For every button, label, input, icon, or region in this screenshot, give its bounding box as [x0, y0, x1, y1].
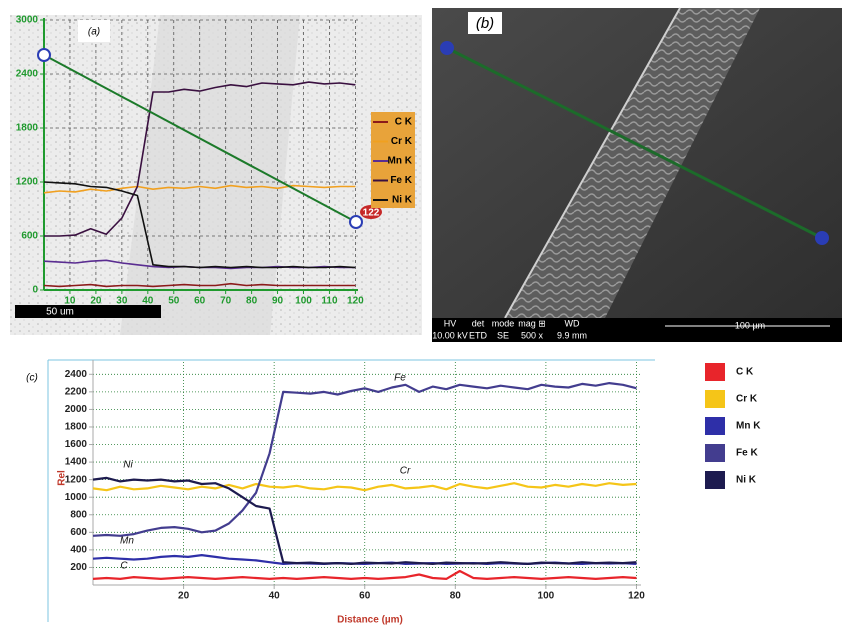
annotation: Mn — [120, 536, 134, 547]
info-header: WD — [565, 318, 580, 328]
x-tick-label: 20 — [178, 591, 190, 602]
x-tick-label: 110 — [321, 296, 338, 307]
y-tick-label: 2200 — [65, 386, 88, 397]
legend-label: Ni K — [736, 475, 757, 486]
y-tick-label: 600 — [21, 231, 38, 242]
x-axis-label: Distance (µm) — [337, 615, 403, 626]
x-tick-label: 100 — [295, 296, 312, 307]
y-tick-label: 2000 — [65, 404, 88, 415]
legend-label: Mn K — [388, 156, 413, 167]
y-tick-label: 1800 — [65, 422, 88, 433]
info-value: 10.00 kV — [432, 330, 468, 340]
info-header: det — [472, 318, 485, 328]
y-tick-label: 200 — [70, 562, 87, 573]
x-tick-label: 40 — [269, 591, 281, 602]
legend-label: Ni K — [392, 195, 413, 206]
legend-swatch — [705, 417, 725, 435]
scale-text: 100 µm — [735, 320, 765, 330]
scan-end-b — [815, 231, 829, 245]
y-tick-label: 1600 — [65, 439, 88, 450]
legend-label: Fe K — [736, 448, 758, 459]
info-header: mode — [492, 318, 515, 328]
scan-start-b — [440, 41, 454, 55]
y-tick-label: 400 — [70, 545, 87, 556]
legend-swatch — [705, 444, 725, 462]
scale-text: 50 um — [46, 307, 74, 318]
info-value: 500 x — [521, 330, 544, 340]
info-header: HV — [444, 318, 457, 328]
info-header: mag ⊞ — [518, 318, 546, 328]
annotation: Cr — [400, 466, 411, 477]
info-value: ETD — [469, 330, 488, 340]
y-tick-label: 1000 — [65, 492, 88, 503]
scale-bar — [15, 305, 161, 318]
legend-label: Cr K — [736, 394, 758, 405]
figure: (b) 100 µm HV detmodemag ⊞ WD 10.00 kVETD SE… — [0, 0, 853, 626]
legend-swatch — [705, 471, 725, 489]
x-tick-label: 60 — [194, 296, 206, 307]
y-tick-label: 600 — [70, 527, 87, 538]
panel-label: (a) — [88, 27, 100, 38]
panel-label: (c) — [26, 373, 38, 384]
x-tick-label: 40 — [142, 296, 154, 307]
x-tick-label: 120 — [628, 591, 645, 602]
annotation: Fe — [394, 373, 406, 384]
y-tick-label: 1200 — [16, 177, 39, 188]
legend-label: Cr K — [391, 136, 413, 147]
y-tick-label: 2400 — [16, 69, 39, 80]
y-tick-label: 1200 — [65, 474, 88, 485]
marker-text: 122 — [363, 208, 380, 219]
panel-label: (b) — [476, 15, 494, 32]
y-tick-label: 800 — [70, 509, 87, 520]
legend-label: Mn K — [736, 421, 761, 432]
y-tick-label: 1400 — [65, 457, 88, 468]
y-tick-label: 1800 — [16, 123, 39, 134]
annotation: C — [120, 561, 128, 572]
scan-marker — [350, 216, 362, 228]
y-tick-label: 2400 — [65, 369, 88, 380]
legend-label: C K — [395, 117, 413, 128]
annotation: Ni — [123, 460, 133, 471]
x-tick-label: 120 — [347, 296, 364, 307]
legend-swatch — [705, 363, 725, 381]
x-tick-label: 20 — [90, 296, 102, 307]
x-tick-label: 100 — [538, 591, 555, 602]
series-line — [93, 483, 637, 490]
legend-swatch — [705, 390, 725, 408]
info-value: 9.9 mm — [557, 330, 587, 340]
x-tick-label: 30 — [116, 296, 128, 307]
info-value: SE — [497, 330, 509, 340]
x-tick-label: 10 — [64, 296, 76, 307]
y-axis-label: Rel — [57, 470, 68, 486]
scan-marker — [38, 49, 50, 61]
x-tick-label: 70 — [220, 296, 232, 307]
x-tick-label: 50 — [168, 296, 180, 307]
legend-label: C K — [736, 367, 754, 378]
legend-label: Fe K — [390, 175, 412, 186]
x-tick-label: 90 — [272, 296, 284, 307]
y-tick-label: 3000 — [16, 15, 39, 26]
x-tick-label: 60 — [359, 591, 371, 602]
x-tick-label: 80 — [450, 591, 462, 602]
x-tick-label: 80 — [246, 296, 258, 307]
y-tick-label: 0 — [32, 285, 38, 296]
